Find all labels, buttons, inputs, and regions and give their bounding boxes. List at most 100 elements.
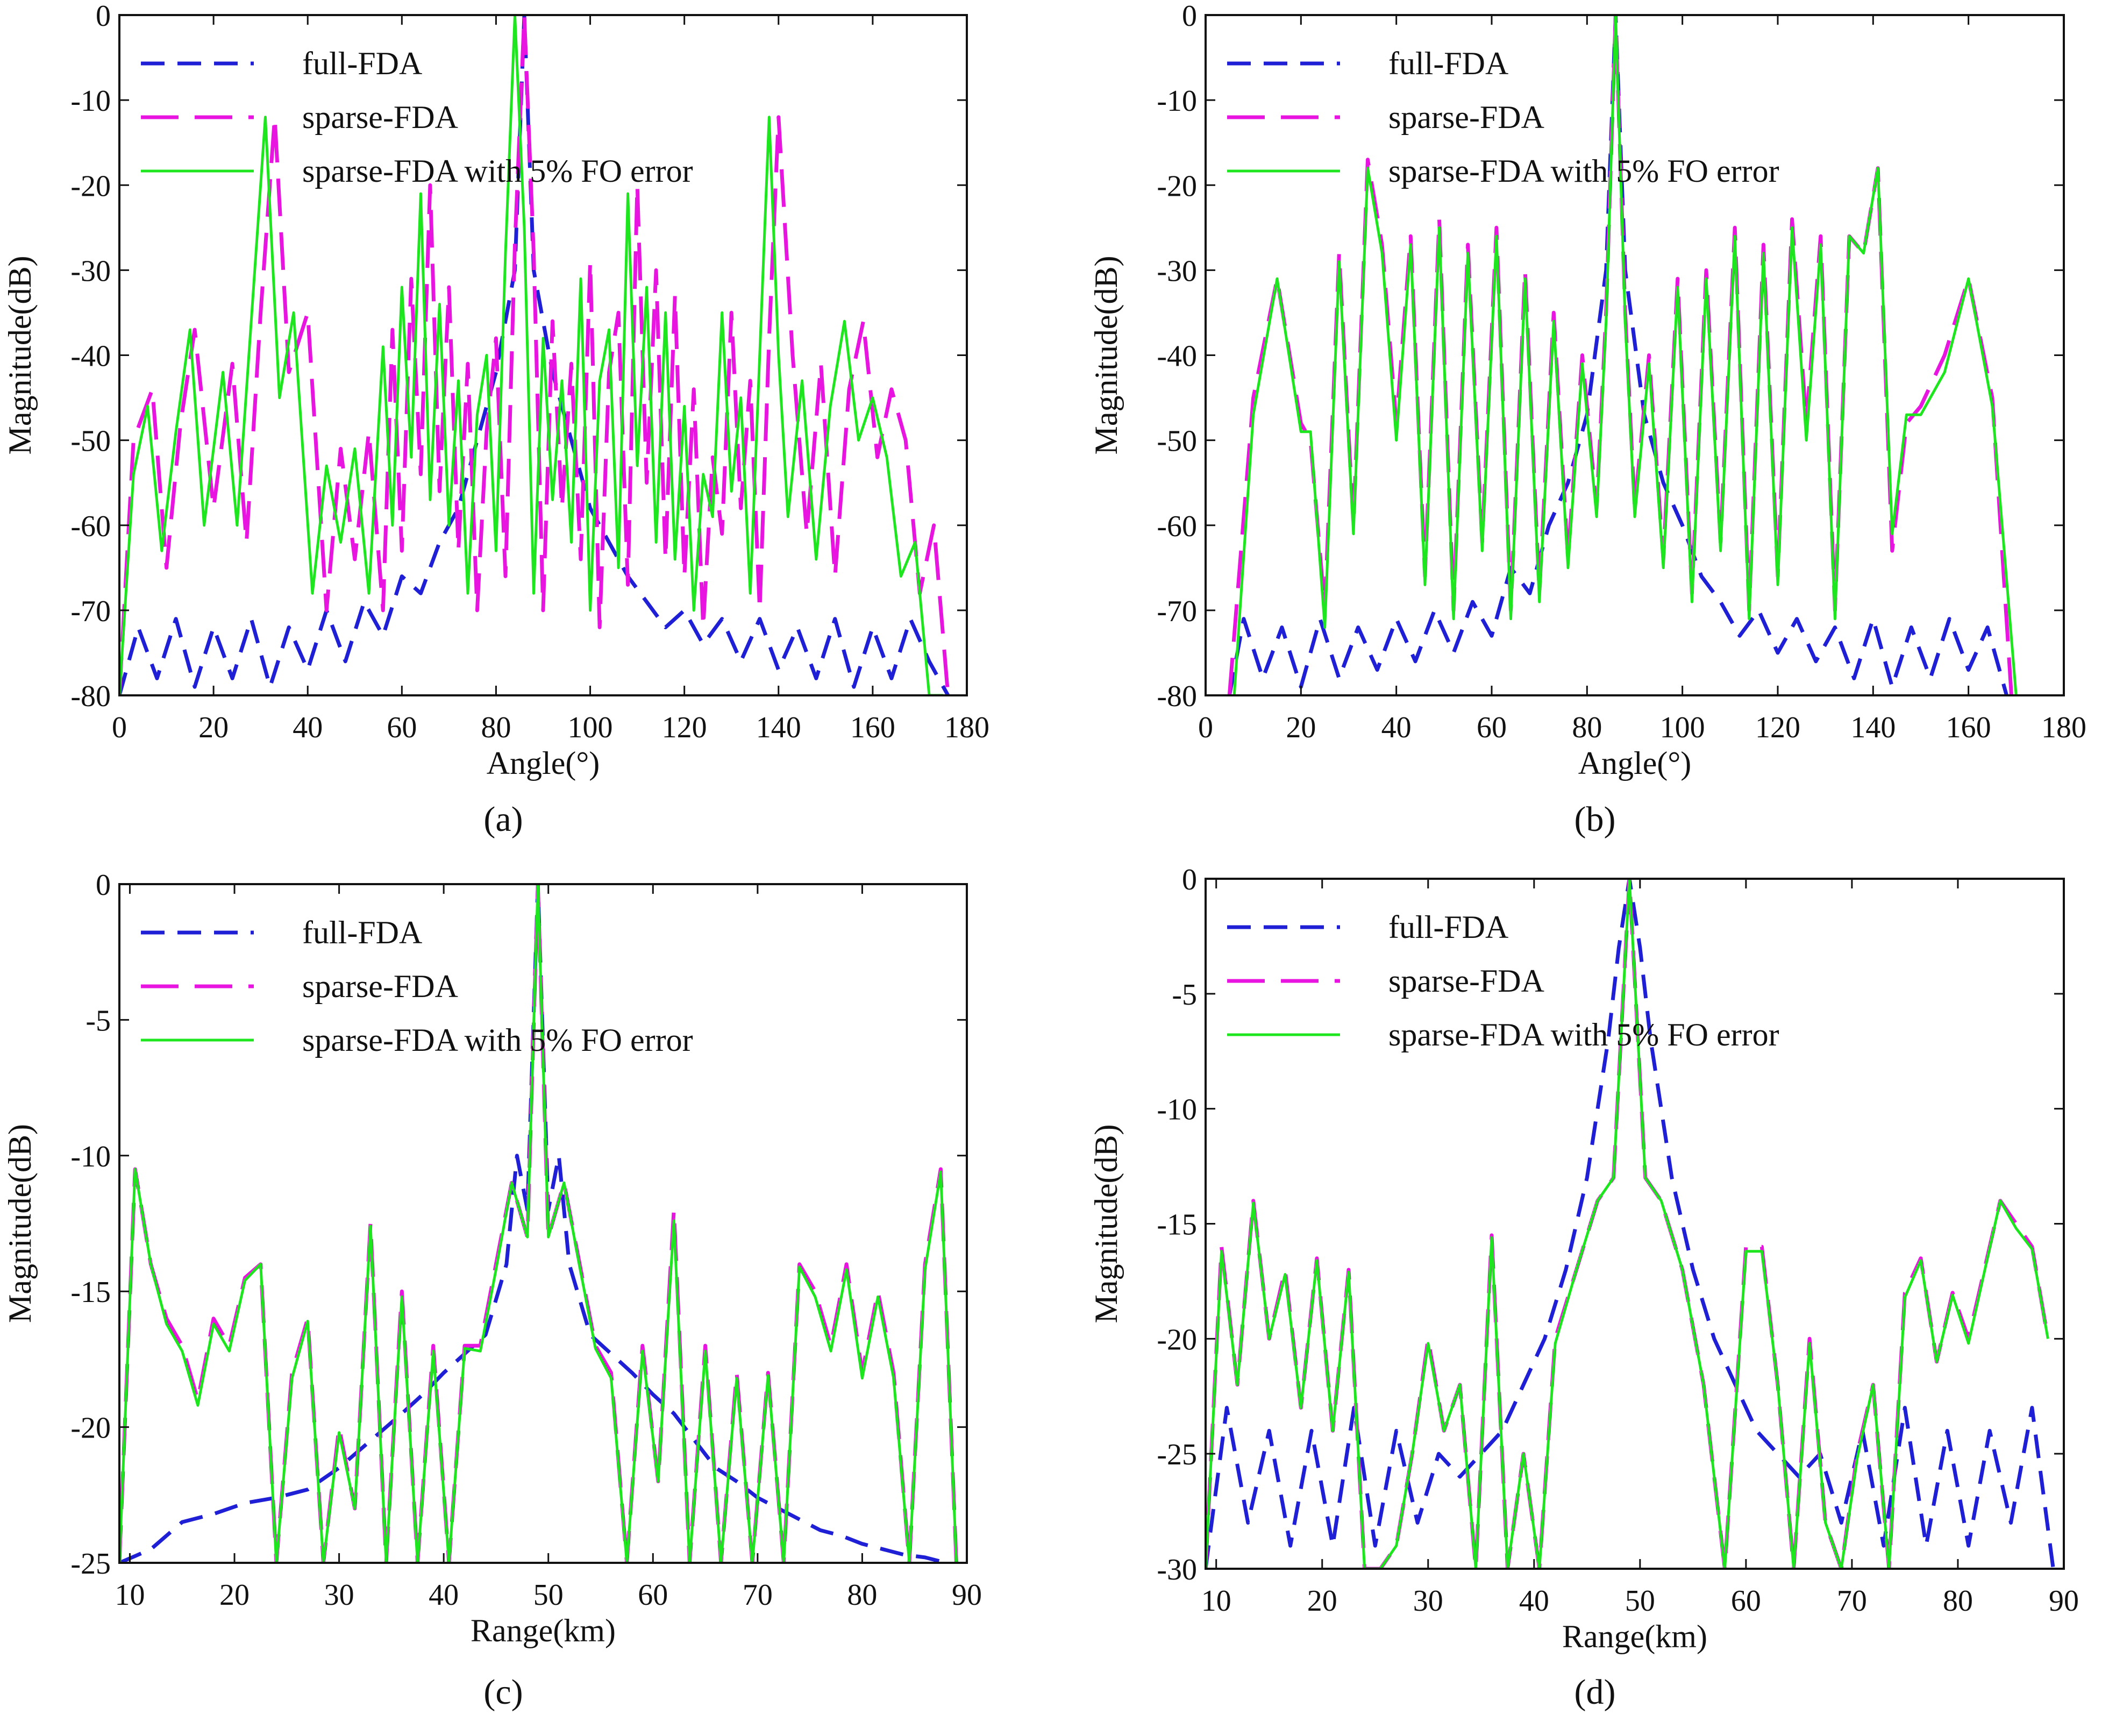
y-tick-label: -20 (70, 169, 111, 203)
y-tick-label: -15 (1157, 1208, 1197, 1242)
x-tick-label: 10 (1201, 1584, 1231, 1618)
x-tick-label: 80 (481, 711, 511, 744)
legend-label-1: full-FDA (1388, 909, 1508, 945)
panel-caption: (d) (1574, 1673, 1616, 1712)
x-tick-label: 70 (743, 1578, 773, 1612)
x-tick-label: 20 (1286, 711, 1316, 744)
y-tick-label: -40 (1157, 340, 1197, 373)
x-tick-label: 60 (387, 711, 417, 744)
x-tick-label: 30 (324, 1578, 354, 1612)
y-tick-label: -5 (86, 1004, 111, 1037)
x-tick-label: 140 (1850, 711, 1896, 744)
x-tick-label: 160 (1946, 711, 1991, 744)
x-tick-label: 30 (1413, 1584, 1443, 1618)
series-line-2 (1206, 879, 2050, 1569)
panel-caption: (c) (483, 1673, 523, 1712)
x-tick-label: 90 (952, 1578, 982, 1612)
series-line-1 (119, 884, 946, 1563)
x-tick-label: 90 (2049, 1584, 2079, 1618)
x-tick-label: 40 (429, 1578, 459, 1612)
x-tick-label: 20 (1307, 1584, 1337, 1618)
x-tick-label: 160 (850, 711, 895, 744)
plot-area (1206, 879, 2055, 1569)
x-tick-label: 20 (198, 711, 229, 744)
plot-area (119, 15, 950, 695)
x-tick-label: 120 (1755, 711, 1800, 744)
series-line-3 (119, 15, 944, 695)
legend-label-3: sparse-FDA with 5% FO error (1388, 1017, 1779, 1052)
y-tick-label: -80 (70, 680, 111, 713)
series-line-1 (1227, 15, 2008, 695)
x-tick-label: 180 (944, 711, 989, 744)
series-line-1 (1206, 879, 2055, 1569)
legend-label-3: sparse-FDA with 5% FO error (1388, 153, 1779, 189)
x-tick-label: 100 (1660, 711, 1705, 744)
x-tick-label: 40 (1519, 1584, 1549, 1618)
x-tick-label: 10 (115, 1578, 145, 1612)
x-tick-label: 0 (112, 711, 127, 744)
axes-frame (118, 883, 968, 1564)
legend-label-1: full-FDA (302, 46, 422, 81)
y-tick-label: -20 (1157, 1323, 1197, 1356)
x-tick-label: 80 (1943, 1584, 1973, 1618)
legend-label-3: sparse-FDA with 5% FO error (302, 1022, 693, 1058)
y-tick-label: -70 (1157, 595, 1197, 628)
panel-d: 10 20 30 40 50 60 70 80 90 0 -5 -10 -15 -20 -25 -30 Rang… (1088, 863, 2079, 1712)
x-tick-label: 40 (1381, 711, 1412, 744)
panel-c: 10 20 30 40 50 60 70 80 90 0 -5 -10 -15 -20 -25 Range(k… (2, 869, 982, 1712)
legend-label-2: sparse-FDA (302, 99, 458, 135)
series-line-2 (1227, 15, 2013, 695)
y-axis-label: Magnitude(dB) (2, 1124, 38, 1323)
x-tick-label: 80 (1572, 711, 1602, 744)
x-tick-label: 40 (293, 711, 323, 744)
plot-area (1227, 15, 2018, 695)
legend-label-2: sparse-FDA (1388, 963, 1544, 999)
series-line-3 (1206, 879, 2049, 1569)
x-tick-label: 100 (568, 711, 613, 744)
y-axis-label: Magnitude(dB) (2, 256, 38, 455)
x-tick-label: 140 (756, 711, 801, 744)
x-tick-label: 120 (662, 711, 707, 744)
series-line-3 (119, 884, 958, 1563)
x-tick-label: 180 (2041, 711, 2086, 744)
y-tick-label: -10 (1157, 84, 1197, 118)
x-tick-label: 20 (219, 1578, 250, 1612)
y-tick-label: -50 (70, 425, 111, 458)
y-tick-label: 0 (96, 869, 111, 902)
x-tick-label: 50 (533, 1578, 564, 1612)
y-tick-label: -10 (70, 1140, 111, 1173)
x-tick-label: 60 (1477, 711, 1507, 744)
y-axis-label: Magnitude(dB) (1088, 1125, 1124, 1324)
x-axis-label: Range(km) (1562, 1619, 1707, 1654)
legend-label-2: sparse-FDA (1388, 99, 1544, 135)
y-tick-label: -25 (70, 1547, 111, 1581)
x-tick-label: 60 (638, 1578, 668, 1612)
x-axis-label: Angle(°) (1578, 745, 1692, 781)
legend: full-FDA sparse-FDA sparse-FDA with 5% FO … (1227, 46, 1779, 189)
legend-label-1: full-FDA (302, 915, 422, 950)
y-tick-label: -30 (1157, 1553, 1197, 1586)
x-axis-label: Angle(°) (487, 745, 600, 781)
y-tick-label: 0 (1182, 863, 1197, 897)
plot-area (119, 884, 958, 1563)
series-line-3 (1232, 15, 2018, 695)
y-tick-label: -50 (1157, 425, 1197, 458)
x-tick-label: 70 (1837, 1584, 1867, 1618)
y-tick-label: 0 (1182, 0, 1197, 33)
x-tick-label: 60 (1731, 1584, 1761, 1618)
series-line-2 (119, 15, 950, 695)
x-tick-label: 50 (1625, 1584, 1655, 1618)
legend-label-2: sparse-FDA (302, 969, 458, 1004)
panel-a: 0 20 40 60 80 100 120 140 160 180 0 -10 -20 -30 -40 -50… (2, 0, 989, 839)
legend-label-1: full-FDA (1388, 46, 1508, 81)
x-tick-label: 0 (1198, 711, 1213, 744)
x-tick-label: 80 (847, 1578, 877, 1612)
legend-label-3: sparse-FDA with 5% FO error (302, 153, 693, 189)
y-tick-label: 0 (96, 0, 111, 33)
y-tick-label: -5 (1172, 978, 1197, 1012)
panel-caption: (b) (1574, 800, 1616, 839)
legend: full-FDA sparse-FDA sparse-FDA with 5% FO … (141, 915, 693, 1058)
panel-caption: (a) (483, 800, 523, 839)
y-tick-label: -20 (1157, 169, 1197, 203)
